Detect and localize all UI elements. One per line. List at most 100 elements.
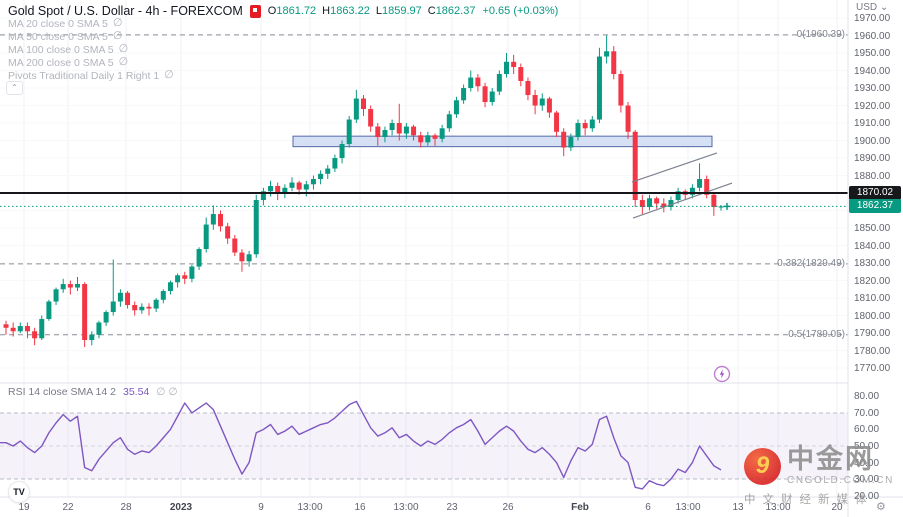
watermark-brand: 中金网 — [787, 444, 874, 474]
eye-off-icon[interactable]: ∅ — [164, 69, 174, 81]
candle-body — [46, 301, 52, 320]
candle-body — [375, 126, 381, 138]
candle-body — [60, 284, 66, 290]
tradingview-logo[interactable]: TV — [8, 481, 30, 503]
candle-body — [532, 95, 538, 106]
studies-legend: MA 20 close 0 SMA 5 ∅ MA 50 close 0 SMA 5 ∅… — [8, 17, 174, 82]
price-axis-tick: 1890.00 — [854, 153, 891, 165]
candle-body — [446, 114, 452, 129]
candle-body — [689, 187, 695, 195]
study-row[interactable]: MA 100 close 0 SMA 5 ∅ — [8, 43, 174, 56]
time-axis-settings-gear-icon[interactable]: ⚙ — [876, 501, 886, 513]
candle-body — [489, 91, 495, 103]
time-axis-tick[interactable]: 9 — [258, 502, 264, 513]
rsi-eye-off-icons[interactable]: ∅ ∅ — [156, 386, 178, 398]
chart-header: Gold Spot / U.S. Dollar - 4h - FOREXCOM … — [8, 4, 558, 18]
price-axis-tick: 1930.00 — [854, 83, 891, 95]
candle-body — [189, 266, 195, 279]
candle-body — [89, 334, 95, 341]
candle-body — [325, 168, 331, 174]
candle-body — [382, 130, 388, 138]
candle-body — [53, 289, 59, 302]
time-axis-tick[interactable]: 23 — [446, 502, 458, 513]
eye-off-icon[interactable]: ∅ — [112, 17, 123, 29]
candle-body — [718, 206, 724, 208]
trendline[interactable] — [632, 182, 733, 219]
candle-body — [132, 305, 138, 311]
legend-collapse-button[interactable]: ⌃ — [6, 81, 23, 95]
candle-body — [196, 249, 202, 267]
rsi-axis-tick: 80.00 — [854, 391, 880, 403]
candle-body — [182, 275, 188, 279]
time-axis-tick[interactable]: 13 — [732, 502, 744, 513]
study-row[interactable]: MA 50 close 0 SMA 5 ∅ — [8, 30, 174, 43]
time-axis-tick[interactable]: 6 — [645, 502, 651, 513]
candle-body — [275, 186, 281, 194]
symbol-title[interactable]: Gold Spot / U.S. Dollar - 4h - FOREXCOM — [8, 4, 243, 18]
candle-body — [432, 135, 438, 139]
price-axis-tick: 1770.00 — [854, 363, 891, 375]
candle-body — [225, 226, 231, 239]
candle-body — [704, 179, 710, 195]
candle-body — [611, 51, 617, 75]
supply-zone-rect[interactable] — [292, 135, 713, 148]
price-axis-tick: 1950.00 — [854, 48, 891, 60]
candle-body — [146, 306, 152, 309]
time-axis-tick[interactable]: 13:00 — [675, 502, 701, 513]
study-label: MA 20 close 0 SMA 5 — [8, 17, 108, 30]
candle-body — [296, 182, 302, 190]
candle-body — [596, 56, 602, 120]
ohlc-values: O1861.72 H1863.22 L1859.97 C1862.37 — [268, 5, 476, 17]
candle-body — [160, 291, 166, 300]
study-label: MA 100 close 0 SMA 5 — [8, 43, 114, 56]
eye-off-icon[interactable]: ∅ — [112, 30, 123, 42]
time-axis-tick[interactable]: 13:00 — [393, 502, 419, 513]
candle-body — [103, 312, 109, 323]
candle-body — [346, 119, 352, 145]
candle-body — [125, 292, 131, 306]
time-axis-tick[interactable]: 2023 — [169, 502, 193, 513]
candle-body — [361, 98, 366, 110]
eye-off-icon[interactable]: ∅ — [118, 43, 129, 55]
candle-body — [661, 203, 667, 208]
candle-body — [504, 61, 509, 75]
candle-body — [239, 252, 245, 262]
time-axis-tick[interactable]: 16 — [354, 502, 366, 513]
candle-body — [625, 105, 631, 132]
time-axis-tick[interactable]: 13:00 — [297, 502, 323, 513]
candle-body — [475, 77, 481, 87]
candle-body — [203, 224, 209, 250]
exchange-logo-icon — [249, 4, 261, 18]
time-axis-tick[interactable]: 28 — [120, 502, 132, 513]
time-axis-tick[interactable]: Feb — [571, 502, 589, 513]
candle-body — [561, 131, 567, 148]
time-axis-tick[interactable]: 13:00 — [765, 502, 791, 513]
price-axis-tick: 1830.00 — [854, 258, 891, 270]
time-axis-tick[interactable]: 19 — [18, 502, 30, 513]
candle-body — [175, 275, 181, 283]
study-row[interactable]: MA 200 close 0 SMA 5 ∅ — [8, 56, 174, 69]
price-axis-tick: 1910.00 — [854, 118, 891, 130]
study-row[interactable]: MA 20 close 0 SMA 5 ∅ — [8, 17, 174, 30]
candle-body — [525, 81, 531, 96]
trendline[interactable] — [631, 152, 718, 183]
currency-selector[interactable]: USD ⌄ — [856, 2, 889, 13]
candle-body — [546, 98, 552, 113]
candle-body — [647, 198, 652, 208]
rsi-title[interactable]: RSI 14 close SMA 14 2 — [8, 386, 116, 398]
time-axis-tick[interactable]: 22 — [62, 502, 74, 513]
candle-body — [368, 109, 374, 127]
candle-body — [582, 123, 588, 129]
study-row[interactable]: Pivots Traditional Daily 1 Right 1 ∅ — [8, 69, 174, 82]
candle-body — [24, 326, 30, 332]
time-axis-tick[interactable]: 20 — [831, 502, 843, 513]
candle-body — [496, 74, 502, 92]
quick-alert-bolt-icon[interactable] — [713, 365, 731, 383]
time-axis-tick[interactable]: 26 — [502, 502, 514, 513]
candle-body — [418, 135, 424, 143]
candle-body — [675, 191, 681, 201]
candle-body — [711, 194, 717, 208]
eye-off-icon[interactable]: ∅ — [118, 56, 129, 68]
candle-body — [389, 123, 395, 131]
